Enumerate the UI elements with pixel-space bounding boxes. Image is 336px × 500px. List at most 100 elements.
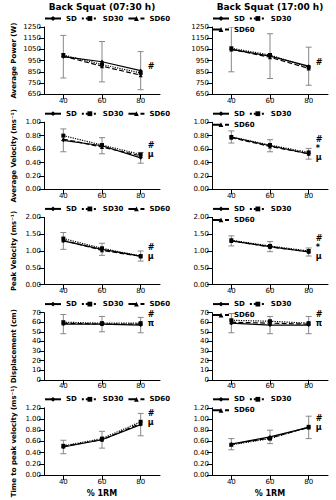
svg-text:1.20: 1.20 (193, 404, 209, 412)
svg-text:0.20: 0.20 (193, 172, 209, 180)
svg-text:60: 60 (266, 382, 275, 390)
svg-text:50: 50 (32, 328, 41, 336)
svg-text:SD30: SD30 (103, 110, 124, 118)
svg-text:#: # (316, 58, 323, 67)
svg-text:10: 10 (200, 366, 209, 374)
svg-text:2.00: 2.00 (193, 213, 209, 221)
svg-text:750: 750 (28, 79, 41, 87)
svg-text:650: 650 (196, 90, 209, 98)
svg-text:40: 40 (59, 97, 68, 105)
svg-text:0.80: 0.80 (25, 132, 41, 140)
svg-text:60: 60 (266, 97, 275, 105)
svg-text:1.00: 1.00 (193, 118, 209, 126)
svg-text:SD: SD (66, 205, 77, 213)
svg-text:SD30: SD30 (103, 15, 124, 23)
svg-text:40: 40 (59, 478, 68, 486)
svg-text:SD: SD (234, 300, 245, 308)
svg-text:80: 80 (136, 382, 145, 390)
svg-text:80: 80 (304, 287, 313, 295)
svg-text:950: 950 (196, 57, 209, 65)
svg-text:SD60: SD60 (234, 121, 255, 129)
svg-text:0.00: 0.00 (25, 185, 41, 193)
svg-text:Back Squat (07:30 h): Back Squat (07:30 h) (49, 2, 156, 12)
svg-text:1050: 1050 (23, 45, 41, 53)
svg-text:0.80: 0.80 (193, 426, 209, 434)
svg-text:40: 40 (32, 337, 41, 345)
svg-text:0.00: 0.00 (193, 185, 209, 193)
svg-text:SD60: SD60 (234, 26, 255, 34)
svg-text:1.00: 1.00 (193, 415, 209, 423)
svg-text:80: 80 (136, 287, 145, 295)
svg-text:#: # (148, 62, 155, 71)
svg-text:0.40: 0.40 (25, 449, 41, 457)
svg-text:20: 20 (32, 357, 41, 365)
svg-text:SD60: SD60 (149, 395, 170, 403)
svg-text:SD60: SD60 (234, 406, 255, 414)
svg-text:0.00: 0.00 (193, 281, 209, 289)
svg-text:SD60: SD60 (149, 300, 170, 308)
svg-text:SD: SD (234, 205, 245, 213)
svg-text:20: 20 (200, 357, 209, 365)
svg-text:0.20: 0.20 (25, 460, 41, 468)
svg-text:SD60: SD60 (149, 205, 170, 213)
svg-text:60: 60 (266, 478, 275, 486)
svg-text:0.80: 0.80 (193, 132, 209, 140)
svg-text:% 1RM: % 1RM (255, 489, 286, 498)
svg-text:*: * (316, 144, 321, 153)
svg-text:650: 650 (28, 90, 41, 98)
svg-text:40: 40 (59, 192, 68, 200)
svg-text:SD30: SD30 (103, 395, 124, 403)
svg-text:SD: SD (66, 395, 77, 403)
svg-text:π: π (316, 319, 322, 328)
svg-text:40: 40 (59, 382, 68, 390)
svg-text:0.00: 0.00 (25, 281, 41, 289)
svg-text:30: 30 (200, 347, 209, 355)
svg-text:0.60: 0.60 (25, 145, 41, 153)
svg-text:60: 60 (98, 287, 107, 295)
svg-text:0.80: 0.80 (25, 426, 41, 434)
svg-text:750: 750 (196, 79, 209, 87)
svg-text:SD60: SD60 (149, 15, 170, 23)
svg-text:#: # (148, 243, 155, 252)
svg-text:1.50: 1.50 (193, 230, 209, 238)
svg-text:40: 40 (59, 287, 68, 295)
svg-text:2.00: 2.00 (25, 213, 41, 221)
svg-text:10: 10 (32, 366, 41, 374)
svg-text:SD30: SD30 (271, 395, 292, 403)
svg-text:SD30: SD30 (271, 300, 292, 308)
svg-text:0.50: 0.50 (193, 264, 209, 272)
svg-text:850: 850 (28, 68, 41, 76)
svg-text:40: 40 (227, 478, 236, 486)
svg-text:SD30: SD30 (271, 205, 292, 213)
svg-text:0.20: 0.20 (193, 460, 209, 468)
svg-text:μ: μ (316, 252, 322, 261)
svg-text:1.00: 1.00 (25, 415, 41, 423)
svg-text:Displacement (cm): Displacement (cm) (10, 309, 18, 383)
svg-text:1.00: 1.00 (193, 247, 209, 255)
svg-text:#: # (316, 310, 323, 319)
svg-text:0: 0 (205, 376, 209, 384)
svg-text:μ: μ (148, 150, 154, 159)
svg-text:40: 40 (227, 97, 236, 105)
svg-text:60: 60 (98, 382, 107, 390)
svg-text:Average Velocity (ms⁻¹): Average Velocity (ms⁻¹) (10, 109, 18, 202)
svg-text:Time to peak velocity (ms⁻¹): Time to peak velocity (ms⁻¹) (10, 385, 18, 497)
svg-text:70: 70 (32, 309, 41, 317)
svg-text:μ: μ (148, 252, 154, 261)
svg-text:850: 850 (196, 68, 209, 76)
svg-text:40: 40 (227, 287, 236, 295)
svg-text:80: 80 (304, 382, 313, 390)
svg-text:SD30: SD30 (103, 300, 124, 308)
svg-text:Peak Velocity (ms⁻¹): Peak Velocity (ms⁻¹) (10, 211, 18, 291)
svg-text:1050: 1050 (191, 45, 209, 53)
svg-text:1250: 1250 (191, 23, 209, 31)
svg-text:#: # (316, 414, 323, 423)
svg-text:SD60: SD60 (234, 216, 255, 224)
svg-text:SD: SD (234, 15, 245, 23)
svg-text:60: 60 (32, 318, 41, 326)
svg-text:1150: 1150 (23, 34, 41, 42)
svg-text:#: # (148, 310, 155, 319)
svg-text:80: 80 (304, 192, 313, 200)
svg-text:80: 80 (304, 478, 313, 486)
svg-text:#: # (148, 141, 155, 150)
